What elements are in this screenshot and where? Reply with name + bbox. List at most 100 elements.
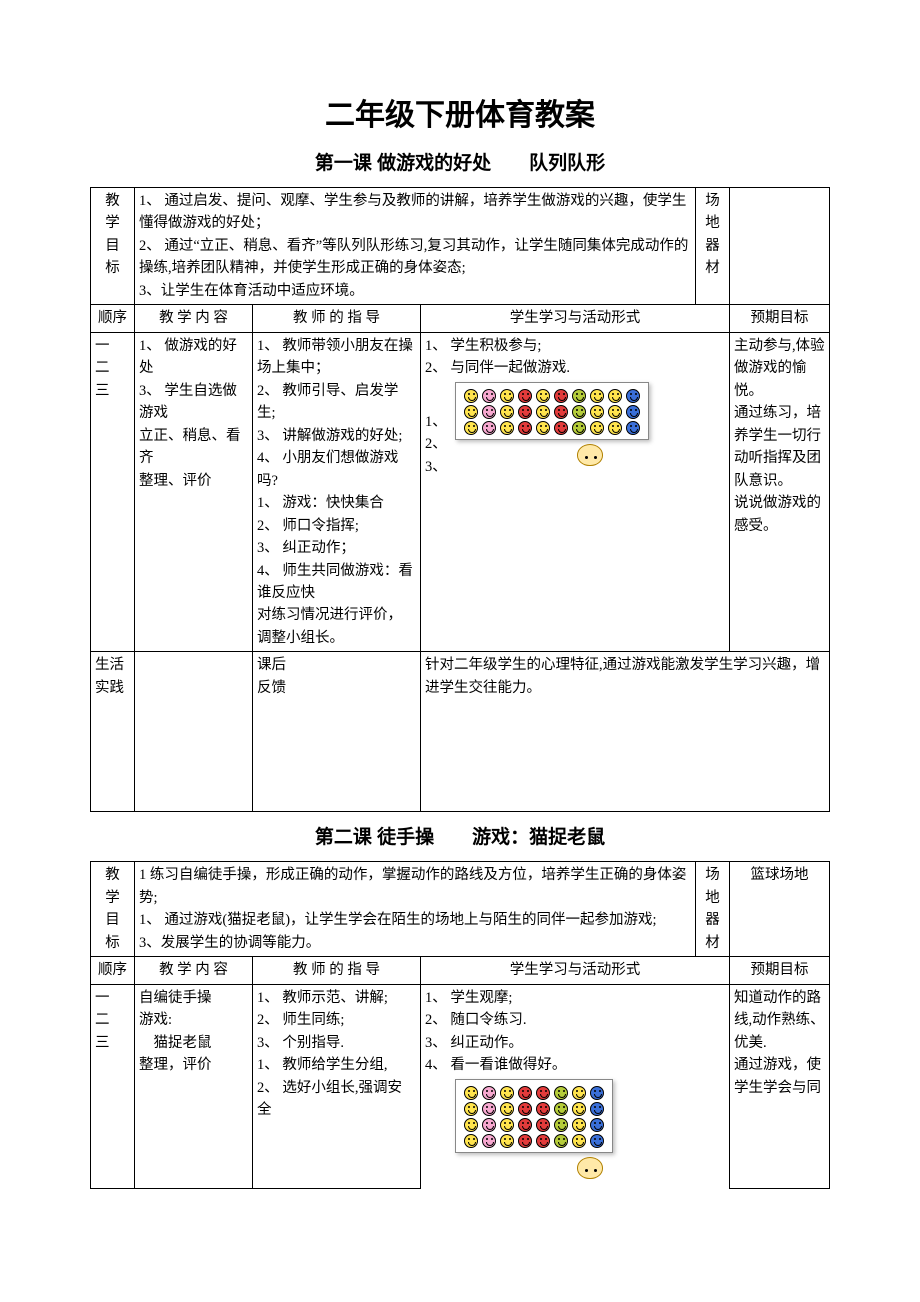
student-icon: [608, 389, 622, 403]
student-icon: [482, 1102, 496, 1116]
lesson-1-table: 教 学 目 标 1、 通过启发、提问、观摩、学生参与及教师的讲解，培养学生做游戏…: [90, 187, 830, 812]
hdr-order: 顺序: [91, 957, 135, 984]
student-icon: [572, 1102, 586, 1116]
student-icon: [500, 1102, 514, 1116]
venue-label: 场 地 器 材: [696, 862, 730, 957]
table-row: 教 学 目 标 1、 通过启发、提问、观摩、学生参与及教师的讲解，培养学生做游戏…: [91, 188, 830, 305]
student-icon: [500, 421, 514, 435]
student-icon: [464, 1086, 478, 1100]
teacher-text: 1、 教师示范、讲解; 2、 师生同练; 3、 个别指导. 1、 教师给学生分组…: [253, 984, 421, 1188]
student-icon: [518, 1102, 532, 1116]
target-text: 知道动作的路线,动作熟练、优美. 通过游戏，使学生学会与同: [730, 984, 830, 1188]
student-icon: [536, 1086, 550, 1100]
lesson-2-subtitle: 第二课 徒手操 游戏：猫捉老鼠: [90, 822, 830, 849]
student-icon: [464, 389, 478, 403]
feedback-label: 课后 反馈: [253, 652, 421, 812]
order-text: 一 二 三: [91, 332, 135, 652]
student-icon: [590, 405, 604, 419]
hdr-content: 教 学 内 容: [135, 957, 253, 984]
student-icon: [482, 405, 496, 419]
hdr-content: 教 学 内 容: [135, 305, 253, 332]
order-text: 一 二 三: [91, 984, 135, 1188]
student-icon: [464, 1134, 478, 1148]
practice-label: 生活 实践: [91, 652, 135, 812]
student-icon: [626, 405, 640, 419]
table-row: 教 学 目 标 1 练习自编徒手操，形成正确的动作，掌握动作的路线及方位，培养学…: [91, 862, 830, 957]
formation-diagram: [455, 380, 725, 474]
student-icon: [626, 421, 640, 435]
student-icon: [590, 389, 604, 403]
student-icon: [572, 389, 586, 403]
student-icon: [554, 1102, 568, 1116]
student-icon: [464, 1102, 478, 1116]
student-icon: [536, 1102, 550, 1116]
teacher-icon: [577, 444, 603, 466]
feedback-text: 针对二年级学生的心理特征,通过游戏能激发学生学习兴趣，增进学生交往能力。: [421, 652, 830, 812]
student-icon: [518, 405, 532, 419]
student-icon: [518, 421, 532, 435]
activity-cell: 1、 学生观摩; 2、 随口令练习. 3、 纠正动作。 4、 看一看谁做得好。: [421, 984, 730, 1188]
activity-side-nums: 1、 2、 3、: [425, 411, 447, 478]
table-row: 一 二 三 自编徒手操 游戏: 猫捉老鼠 整理，评价 1、 教师示范、讲解; 2…: [91, 984, 830, 1188]
student-icon: [500, 1118, 514, 1132]
student-icon: [464, 1118, 478, 1132]
page: 二年级下册体育教案 第一课 做游戏的好处 队列队形 教 学 目 标 1、 通过启…: [0, 0, 920, 1229]
student-icon: [608, 405, 622, 419]
table-row: 一 二 三 1、 做游戏的好处 3、 学生自选做游戏 立正、稍息、看齐 整理、评…: [91, 332, 830, 652]
student-icon: [536, 389, 550, 403]
activity-text: 1、 学生观摩; 2、 随口令练习. 3、 纠正动作。 4、 看一看谁做得好。: [425, 987, 725, 1077]
student-icon: [536, 421, 550, 435]
student-icon: [464, 421, 478, 435]
formation-diagram: [455, 1077, 725, 1187]
student-icon: [500, 1086, 514, 1100]
hdr-order: 顺序: [91, 305, 135, 332]
goal-label: 教 学 目 标: [91, 862, 135, 957]
student-icon: [590, 1118, 604, 1132]
content-text: 1、 做游戏的好处 3、 学生自选做游戏 立正、稍息、看齐 整理、评价: [135, 332, 253, 652]
student-icon: [554, 389, 568, 403]
student-icon: [482, 1086, 496, 1100]
venue-text: 篮球场地: [730, 862, 830, 957]
student-icon: [572, 1086, 586, 1100]
student-icon: [590, 421, 604, 435]
activity-text: 1、 学生积极参与; 2、 与同伴一起做游戏.: [425, 335, 725, 380]
student-icon: [572, 1118, 586, 1132]
hdr-target: 预期目标: [730, 957, 830, 984]
practice-text: [135, 652, 253, 812]
venue-text: [730, 188, 830, 305]
goal-label: 教 学 目 标: [91, 188, 135, 305]
table-row: 顺序 教 学 内 容 教 师 的 指 导 学生学习与活动形式 预期目标: [91, 957, 830, 984]
student-icon: [482, 1134, 496, 1148]
student-icon: [572, 405, 586, 419]
student-icon: [554, 405, 568, 419]
hdr-teacher: 教 师 的 指 导: [253, 957, 421, 984]
student-icon: [554, 1118, 568, 1132]
table-row: 生活 实践 课后 反馈 针对二年级学生的心理特征,通过游戏能激发学生学习兴趣，增…: [91, 652, 830, 812]
student-icon: [518, 1118, 532, 1132]
hdr-activity: 学生学习与活动形式: [421, 305, 730, 332]
student-icon: [482, 421, 496, 435]
table-row: 顺序 教 学 内 容 教 师 的 指 导 学生学习与活动形式 预期目标: [91, 305, 830, 332]
venue-label: 场 地 器 材: [696, 188, 730, 305]
student-icon: [572, 1134, 586, 1148]
student-icon: [626, 389, 640, 403]
teacher-icon: [577, 1157, 603, 1179]
student-icon: [608, 421, 622, 435]
main-title: 二年级下册体育教案: [90, 90, 830, 134]
student-icon: [518, 389, 532, 403]
goal-text: 1、 通过启发、提问、观摩、学生参与及教师的讲解，培养学生做游戏的兴趣，使学生懂…: [135, 188, 696, 305]
activity-cell: 1、 学生积极参与; 2、 与同伴一起做游戏. 1、 2、 3、: [421, 332, 730, 652]
student-icon: [482, 1118, 496, 1132]
lesson-1-subtitle: 第一课 做游戏的好处 队列队形: [90, 148, 830, 175]
student-icon: [590, 1134, 604, 1148]
student-icon: [518, 1086, 532, 1100]
student-icon: [500, 389, 514, 403]
student-icon: [536, 1134, 550, 1148]
student-icon: [554, 421, 568, 435]
hdr-target: 预期目标: [730, 305, 830, 332]
student-icon: [536, 405, 550, 419]
student-icon: [482, 389, 496, 403]
student-icon: [518, 1134, 532, 1148]
target-text: 主动参与,体验做游戏的愉悦。 通过练习，培养学生一切行动听指挥及团队意识。 说说…: [730, 332, 830, 652]
student-icon: [500, 1134, 514, 1148]
